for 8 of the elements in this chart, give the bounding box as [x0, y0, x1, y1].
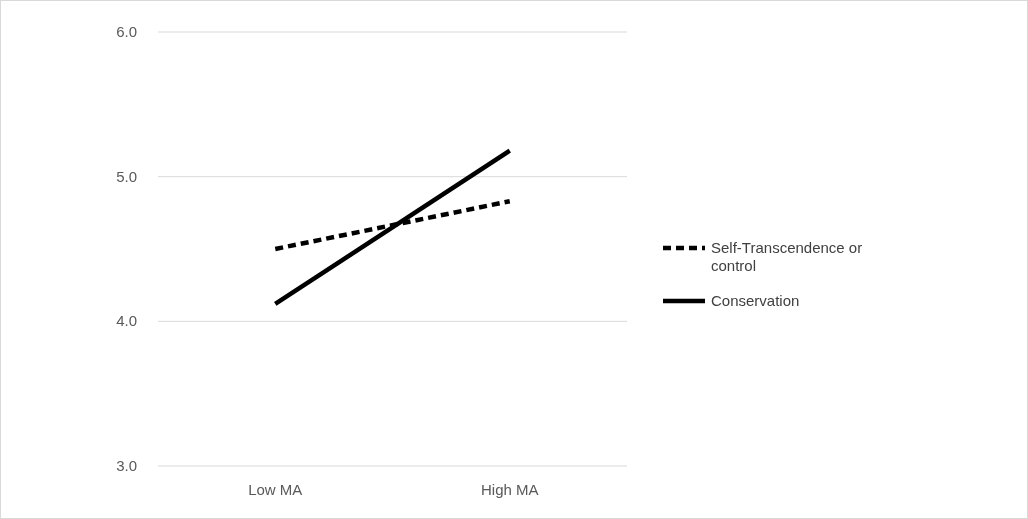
- y-tick-label: 6.0: [116, 23, 137, 40]
- x-tick-label: High MA: [480, 481, 539, 498]
- y-tick-label: 3.0: [116, 457, 137, 474]
- legend-label: Self-Transcendence or control: [711, 239, 863, 274]
- x-tick-label: Low MA: [248, 481, 303, 498]
- y-tick-label: 4.0: [116, 312, 137, 330]
- legend-label: Conservation: [711, 292, 800, 309]
- y-tick-label: 5.0: [116, 167, 137, 185]
